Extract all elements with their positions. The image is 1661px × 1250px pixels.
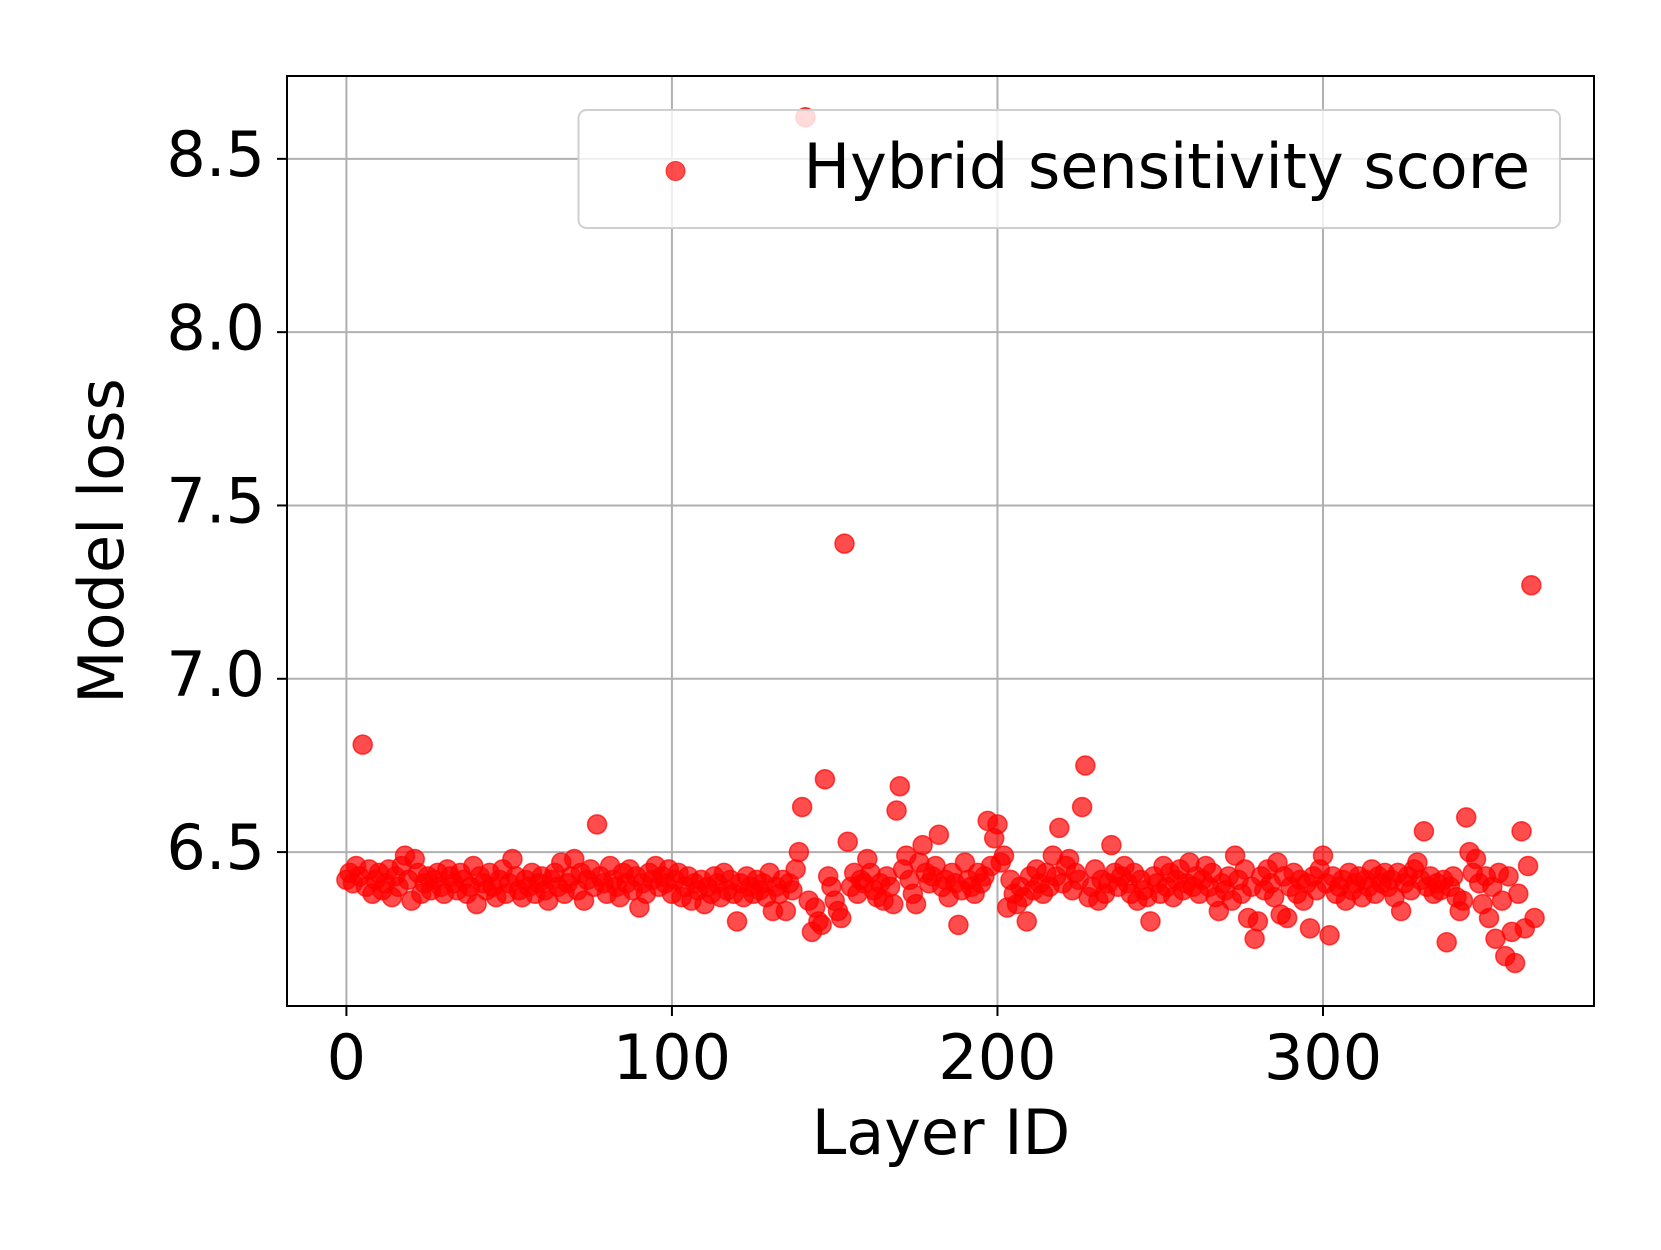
point bbox=[788, 841, 810, 863]
point bbox=[830, 907, 852, 929]
point bbox=[889, 775, 911, 797]
legend-label: Hybrid sensitivity score bbox=[804, 130, 1530, 203]
point bbox=[886, 800, 907, 821]
point bbox=[573, 890, 595, 911]
legend-box bbox=[577, 109, 1561, 229]
point bbox=[883, 893, 904, 915]
x-tick-label: 0 bbox=[327, 1021, 366, 1094]
point bbox=[726, 911, 748, 932]
point bbox=[879, 876, 901, 898]
axes-frame bbox=[286, 75, 1595, 1007]
point bbox=[1319, 925, 1340, 946]
point bbox=[1140, 911, 1161, 932]
point bbox=[905, 893, 927, 915]
y-tick-label: 8.5 bbox=[166, 118, 265, 191]
point bbox=[837, 831, 858, 852]
point bbox=[928, 824, 950, 846]
point bbox=[1390, 900, 1412, 922]
y-tick-label: 8.0 bbox=[166, 291, 265, 364]
point bbox=[987, 814, 1008, 835]
point bbox=[912, 834, 933, 856]
point bbox=[948, 914, 969, 936]
point bbox=[782, 879, 803, 901]
x-axis-label: Layer ID bbox=[812, 1096, 1071, 1169]
point bbox=[993, 845, 1015, 866]
point bbox=[1511, 821, 1532, 842]
y-tick-label: 6.5 bbox=[166, 811, 265, 884]
point bbox=[1071, 796, 1093, 818]
point bbox=[1016, 911, 1038, 932]
point bbox=[1413, 821, 1435, 842]
point bbox=[1504, 952, 1526, 974]
point bbox=[1517, 855, 1539, 877]
point bbox=[1276, 907, 1298, 929]
legend-marker bbox=[665, 161, 686, 181]
x-tick-label: 200 bbox=[938, 1021, 1056, 1094]
point bbox=[1101, 834, 1122, 856]
x-tick-label: 100 bbox=[613, 1021, 731, 1094]
point bbox=[1442, 866, 1464, 887]
point bbox=[811, 914, 832, 936]
point bbox=[1465, 848, 1487, 870]
point bbox=[785, 859, 806, 880]
point bbox=[1508, 883, 1529, 904]
point bbox=[1436, 931, 1457, 953]
point bbox=[1224, 845, 1246, 866]
point bbox=[1455, 807, 1477, 828]
y-tick-label: 7.5 bbox=[166, 465, 265, 538]
point bbox=[466, 893, 487, 915]
point bbox=[791, 796, 813, 818]
point bbox=[1247, 911, 1269, 932]
point bbox=[352, 734, 373, 755]
point bbox=[1478, 907, 1500, 929]
point bbox=[1244, 928, 1265, 950]
point bbox=[1524, 907, 1545, 929]
legend: Hybrid sensitivity score bbox=[577, 109, 1561, 229]
point bbox=[1263, 886, 1285, 908]
point bbox=[586, 814, 608, 835]
y-tick-label: 7.0 bbox=[166, 638, 265, 711]
point bbox=[1049, 817, 1070, 839]
point bbox=[834, 533, 855, 554]
point bbox=[1521, 574, 1542, 596]
point bbox=[1452, 890, 1474, 911]
point bbox=[1299, 918, 1321, 939]
point bbox=[775, 900, 797, 922]
point bbox=[1498, 866, 1519, 887]
series bbox=[336, 106, 1545, 974]
point bbox=[1075, 755, 1096, 776]
y-axis-label: Model loss bbox=[65, 378, 138, 704]
x-tick-label: 300 bbox=[1264, 1021, 1382, 1094]
point bbox=[502, 848, 523, 870]
point bbox=[814, 769, 836, 790]
point bbox=[1312, 845, 1334, 866]
